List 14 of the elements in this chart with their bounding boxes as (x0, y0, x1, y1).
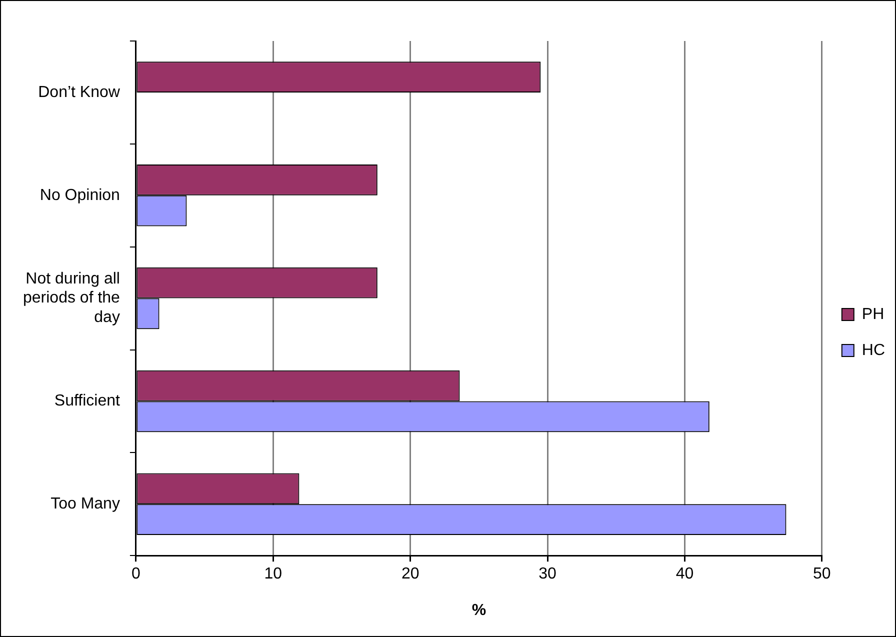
legend-label: PH (862, 306, 884, 323)
x-tick-label: 40 (676, 566, 694, 583)
x-axis-title: % (472, 602, 486, 619)
y-tick-label: Too Many (50, 496, 120, 513)
x-tick-label: 20 (401, 566, 420, 583)
x-tick-label: 10 (264, 566, 282, 583)
y-tick-label: No Opinion (40, 186, 120, 204)
y-tick-label: Don’t Know (38, 84, 120, 101)
x-tick-label: 0 (132, 566, 140, 583)
y-tick-label: Sufficient (54, 392, 120, 410)
x-tick-label: 50 (812, 566, 831, 583)
x-tick-label: 30 (538, 566, 557, 583)
legend-label: HC (862, 342, 885, 359)
y-tick-label: Not during all periods of the day (23, 270, 120, 326)
